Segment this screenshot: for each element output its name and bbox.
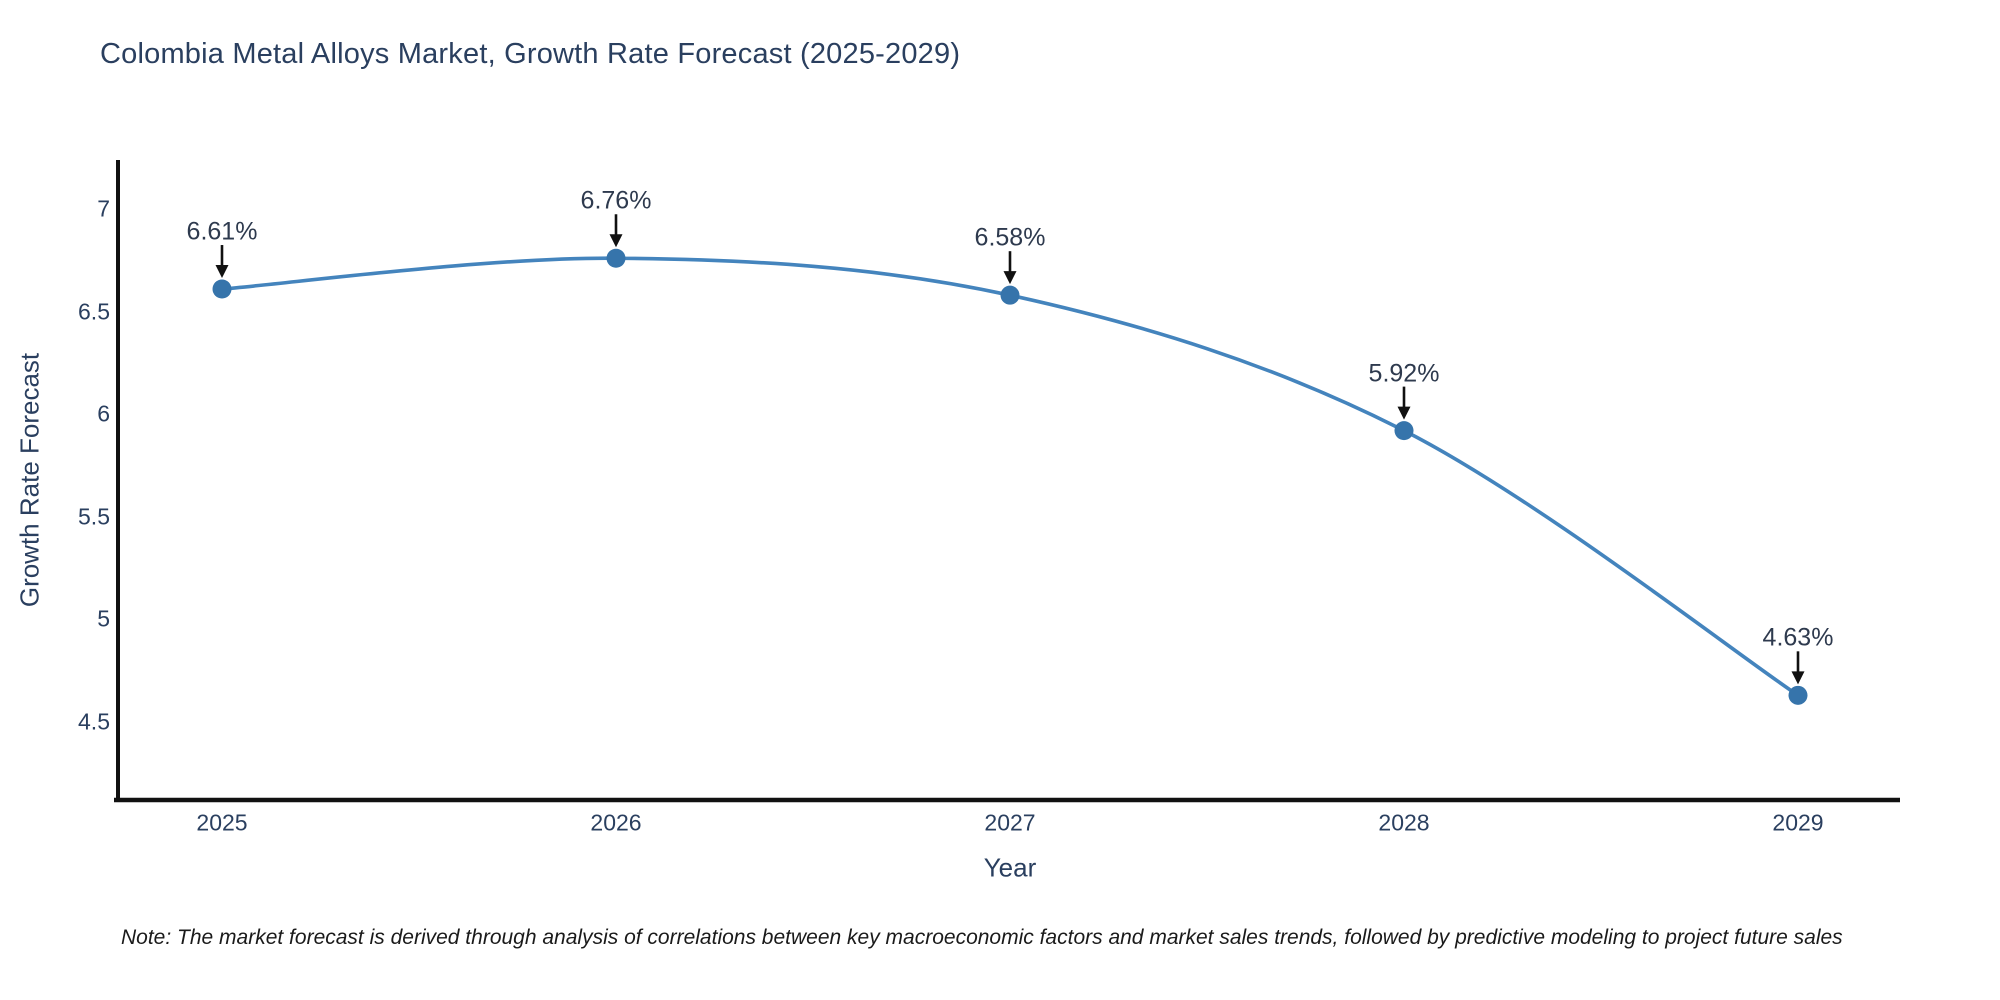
- data-point-label: 6.61%: [186, 217, 258, 246]
- data-point-marker: [212, 279, 232, 299]
- y-tick-label: 7: [97, 195, 110, 222]
- chart-title: Colombia Metal Alloys Market, Growth Rat…: [100, 38, 961, 70]
- data-point-marker: [1000, 285, 1020, 305]
- forecast-line: [220, 256, 1800, 698]
- x-tick-label: 2025: [196, 809, 248, 836]
- y-tick-label: 6.5: [78, 298, 110, 325]
- data-point-marker: [1788, 685, 1808, 705]
- data-point-label: 6.58%: [974, 223, 1046, 252]
- y-tick-label: 4.5: [78, 708, 110, 735]
- y-axis-title: Growth Rate Forecast: [14, 352, 45, 608]
- y-tick-label: 5.5: [78, 503, 110, 530]
- data-point-marker: [606, 248, 626, 268]
- x-tick-label: 2026: [590, 809, 642, 836]
- x-tick-label: 2027: [984, 809, 1036, 836]
- x-tick-label: 2029: [1772, 809, 1824, 836]
- annotation-arrow-head: [1791, 671, 1805, 685]
- data-point-label: 4.63%: [1762, 623, 1834, 652]
- y-tick-label: 6: [97, 400, 110, 427]
- annotation-arrow-head: [609, 234, 623, 248]
- annotation-arrow-head: [1397, 406, 1411, 420]
- footnote: Note: The market forecast is derived thr…: [121, 926, 1843, 949]
- data-point-label: 6.76%: [580, 186, 652, 215]
- data-point-marker: [1394, 421, 1414, 441]
- y-tick-label: 5: [97, 605, 110, 632]
- annotation-arrow-head: [215, 265, 229, 279]
- annotation-arrow-head: [1003, 271, 1017, 285]
- x-tick-label: 2028: [1378, 809, 1430, 836]
- data-point-label: 5.92%: [1368, 359, 1440, 388]
- x-axis-title: Year: [983, 852, 1037, 883]
